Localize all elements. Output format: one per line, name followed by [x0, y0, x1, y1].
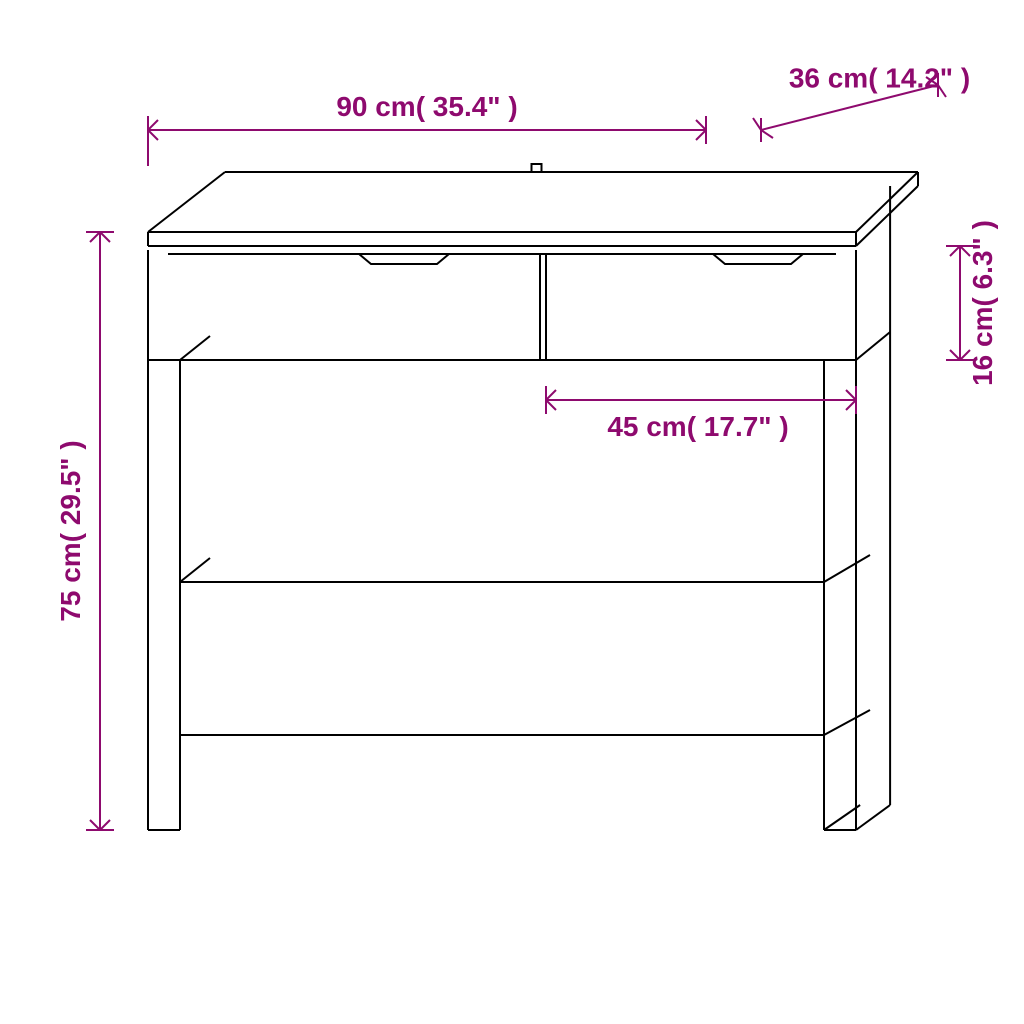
- dimension-drawer-height: 16 cm( 6.3" ): [967, 220, 998, 386]
- dimension-depth: 36 cm( 14.2" ): [789, 63, 970, 94]
- dimension-drawer-width: 45 cm( 17.7" ): [607, 411, 788, 442]
- dimension-height: 75 cm( 29.5" ): [55, 440, 86, 621]
- furniture-drawing: [532, 164, 542, 172]
- dimension-width: 90 cm( 35.4" ): [336, 91, 517, 122]
